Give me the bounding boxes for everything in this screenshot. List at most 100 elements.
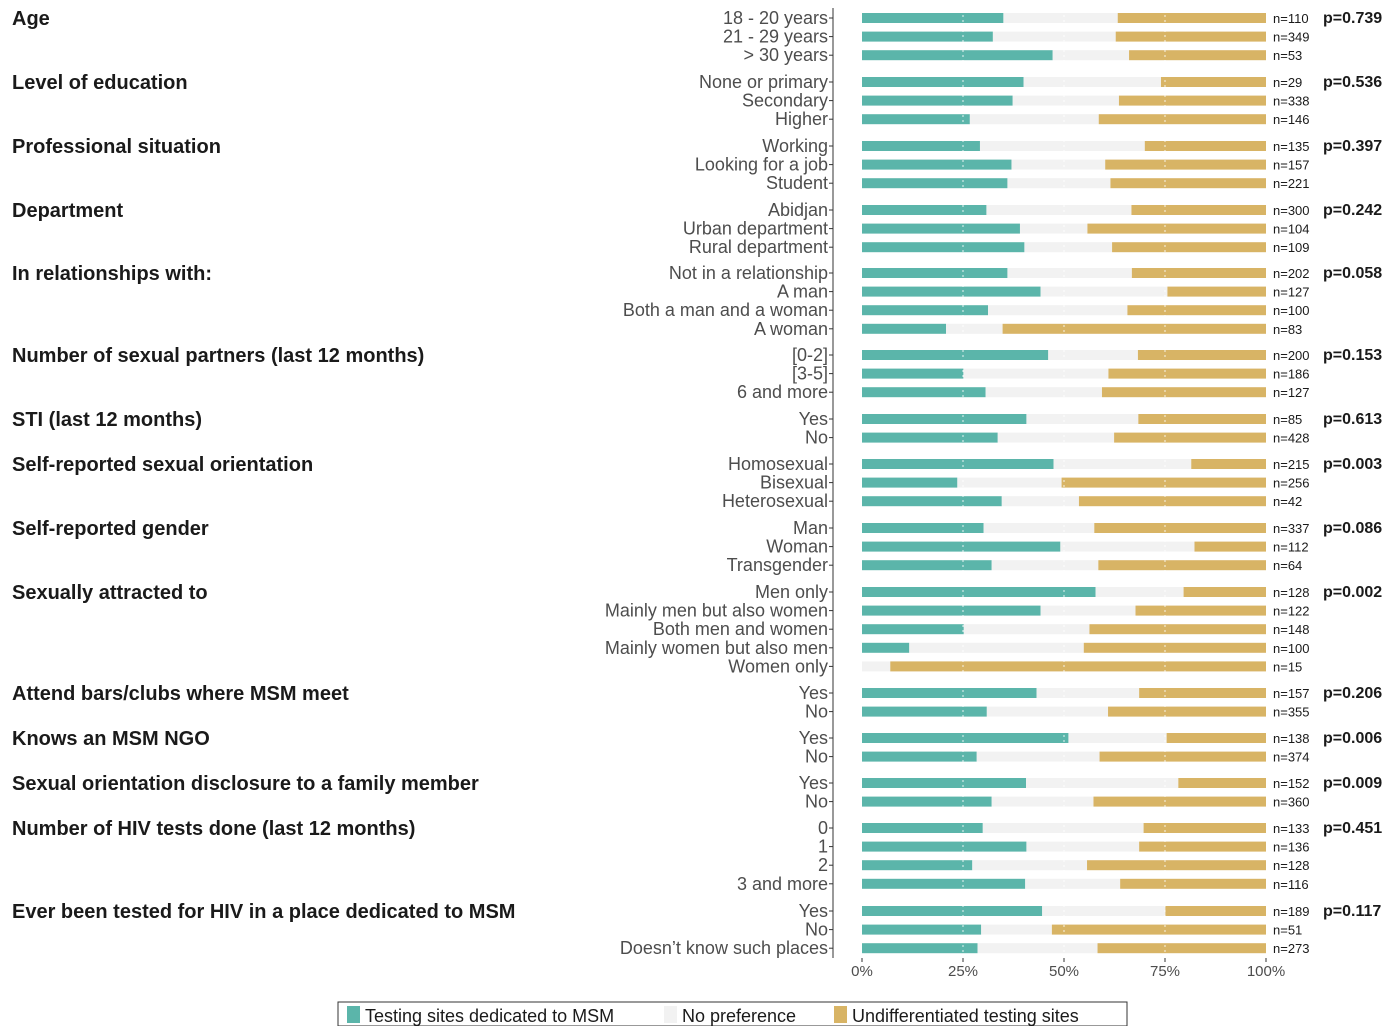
bar-dedicated bbox=[862, 906, 1043, 916]
bar-no-preference bbox=[1026, 778, 1179, 788]
category-label: 1 bbox=[818, 837, 828, 857]
bar-dedicated bbox=[862, 477, 958, 488]
bar-no-preference bbox=[1036, 688, 1140, 698]
bar-undifferentiated bbox=[1167, 286, 1266, 297]
bar-dedicated bbox=[862, 31, 993, 42]
category-label: 18 - 20 years bbox=[723, 8, 828, 28]
p-value-label: p=0.242 bbox=[1323, 202, 1382, 219]
category-label: Urban department bbox=[683, 219, 828, 239]
bar-undifferentiated bbox=[1183, 587, 1266, 597]
bar-undifferentiated bbox=[1114, 432, 1266, 443]
bar-undifferentiated bbox=[1078, 496, 1266, 507]
bar-undifferentiated bbox=[1138, 414, 1266, 424]
bar-dedicated bbox=[862, 286, 1041, 297]
bar-no-preference bbox=[972, 860, 1088, 871]
n-label: n=127 bbox=[1273, 385, 1310, 400]
bar-dedicated bbox=[862, 924, 982, 935]
bar-undifferentiated bbox=[1105, 159, 1266, 170]
category-label: > 30 years bbox=[743, 45, 828, 65]
n-label: n=42 bbox=[1273, 494, 1302, 509]
bar-undifferentiated bbox=[1098, 560, 1266, 571]
bar-undifferentiated bbox=[1127, 305, 1266, 316]
bar-no-preference bbox=[977, 943, 1098, 954]
bar-undifferentiated bbox=[1137, 350, 1266, 360]
bar-undifferentiated bbox=[1087, 860, 1266, 871]
n-label: n=104 bbox=[1273, 222, 1310, 237]
bar-undifferentiated bbox=[1139, 688, 1266, 698]
category-label: Doesn’t know such places bbox=[620, 938, 828, 958]
bar-undifferentiated bbox=[1051, 924, 1266, 935]
bar-dedicated bbox=[862, 242, 1025, 253]
group-title: Age bbox=[12, 8, 50, 30]
legend-swatch-dedicated bbox=[347, 1006, 360, 1023]
bar-no-preference bbox=[979, 141, 1145, 151]
n-label: n=338 bbox=[1273, 94, 1310, 109]
group-title: Number of HIV tests done (last 12 months… bbox=[12, 818, 415, 840]
n-label: n=136 bbox=[1273, 840, 1310, 855]
category-label: None or primary bbox=[699, 72, 828, 92]
n-label: n=360 bbox=[1273, 795, 1310, 810]
legend-swatch-no-preference bbox=[664, 1006, 677, 1023]
n-label: n=127 bbox=[1273, 285, 1310, 300]
bar-dedicated bbox=[862, 432, 998, 443]
group-9: Sexually attracted to p=0.002 Men only n=12… bbox=[12, 582, 1382, 676]
bar-no-preference bbox=[1003, 13, 1118, 23]
category-label: Yes bbox=[799, 683, 828, 703]
n-label: n=122 bbox=[1273, 604, 1310, 619]
category-label: Yes bbox=[799, 728, 828, 748]
bar-dedicated bbox=[862, 878, 1026, 889]
bar-undifferentiated bbox=[1191, 459, 1266, 469]
group-title: Sexual orientation disclosure to a famil… bbox=[12, 773, 479, 795]
bar-dedicated bbox=[862, 223, 1020, 234]
bar-dedicated bbox=[862, 368, 964, 379]
n-label: n=157 bbox=[1273, 686, 1310, 701]
bar-dedicated bbox=[862, 688, 1037, 698]
legend-box bbox=[337, 1001, 1128, 1026]
p-value-label: p=0.536 bbox=[1323, 74, 1382, 91]
n-label: n=189 bbox=[1273, 904, 1310, 919]
group-title: In relationships with: bbox=[12, 263, 212, 285]
group-title: Ever been tested for HIV in a place dedi… bbox=[12, 901, 515, 923]
bar-undifferentiated bbox=[890, 661, 1266, 672]
p-value-label: p=0.002 bbox=[1323, 584, 1382, 601]
bar-dedicated bbox=[862, 778, 1027, 788]
category-label: Men only bbox=[755, 582, 828, 602]
n-label: n=128 bbox=[1273, 585, 1310, 600]
p-value-label: p=0.153 bbox=[1323, 347, 1382, 364]
n-label: n=29 bbox=[1273, 75, 1302, 90]
bar-no-preference bbox=[963, 368, 1109, 379]
category-label: Abidjan bbox=[768, 200, 828, 220]
bar-undifferentiated bbox=[1099, 751, 1266, 762]
legend-label: No preference bbox=[682, 1006, 796, 1026]
group-6: STI (last 12 months) p=0.613 Yes n=85 No n=42… bbox=[12, 409, 1382, 448]
bar-no-preference bbox=[1007, 268, 1132, 278]
bar-undifferentiated bbox=[1131, 268, 1266, 278]
category-label: Looking for a job bbox=[695, 155, 828, 175]
bar-dedicated bbox=[862, 159, 1012, 170]
group-title: Number of sexual partners (last 12 month… bbox=[12, 345, 424, 367]
legend-swatch-undifferentiated bbox=[834, 1006, 847, 1023]
n-label: n=15 bbox=[1273, 659, 1302, 674]
n-label: n=85 bbox=[1273, 412, 1302, 427]
bar-dedicated bbox=[862, 751, 977, 762]
category-label: A woman bbox=[754, 319, 828, 339]
bar-dedicated bbox=[862, 77, 1024, 87]
bar-no-preference bbox=[1095, 587, 1184, 597]
n-label: n=200 bbox=[1273, 348, 1310, 363]
bar-dedicated bbox=[862, 13, 1004, 23]
category-label: 3 and more bbox=[737, 874, 828, 894]
category-label: No bbox=[805, 747, 828, 767]
n-label: n=83 bbox=[1273, 322, 1302, 337]
bar-dedicated bbox=[862, 323, 947, 334]
n-label: n=428 bbox=[1273, 431, 1310, 446]
bar-undifferentiated bbox=[1094, 523, 1266, 533]
category-label: 6 and more bbox=[737, 382, 828, 402]
category-label: A man bbox=[777, 282, 828, 302]
n-label: n=157 bbox=[1273, 158, 1310, 173]
bar-no-preference bbox=[946, 323, 1003, 334]
bar-dedicated bbox=[862, 387, 986, 398]
bar-undifferentiated bbox=[1131, 205, 1266, 215]
bar-no-preference bbox=[862, 661, 891, 672]
n-label: n=138 bbox=[1273, 731, 1310, 746]
p-value-label: p=0.613 bbox=[1323, 411, 1382, 428]
